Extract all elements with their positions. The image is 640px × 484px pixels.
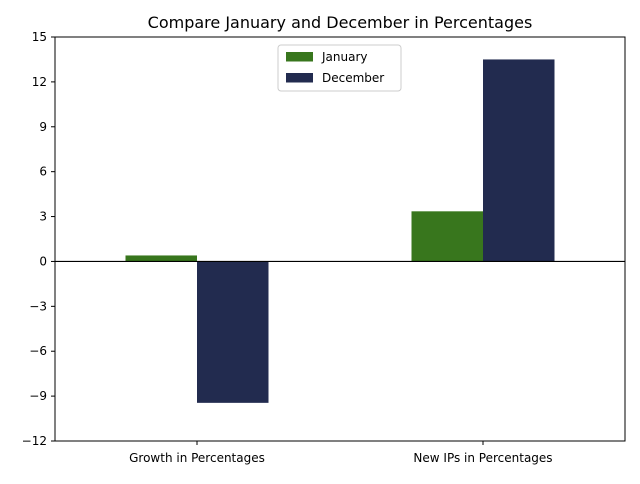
axis-layer: −12 −9 −6 −3 0 3 6 9 12 15 Growth in Percentages Ne…	[22, 30, 626, 465]
bar-december-2	[483, 59, 555, 262]
bar-january-2	[411, 211, 483, 262]
bars-layer	[125, 59, 555, 403]
y-tick-label: −3	[29, 299, 47, 313]
y-tick-label: 6	[39, 165, 47, 179]
legend-label-december: December	[322, 71, 384, 85]
y-tick-label: 3	[39, 210, 47, 224]
bar-december-1	[197, 261, 269, 403]
bar-january-1	[125, 255, 197, 262]
plot-frame	[54, 36, 626, 442]
legend-swatch-december	[286, 73, 313, 83]
y-tick-label: −6	[29, 344, 47, 358]
legend: January December	[277, 44, 402, 92]
y-tick-label: 15	[32, 30, 47, 44]
legend-label-january: January	[321, 50, 368, 64]
x-tick-label: Growth in Percentages	[129, 451, 265, 465]
legend-swatch-january	[286, 52, 313, 62]
chart-title: Compare January and December in Percenta…	[148, 13, 533, 32]
x-tick-label: New IPs in Percentages	[413, 451, 552, 465]
y-tick-label: 12	[32, 75, 47, 89]
y-tick-label: −12	[22, 434, 47, 448]
y-tick-label: 9	[39, 120, 47, 134]
y-tick-label: 0	[39, 254, 47, 268]
y-tick-label: −9	[29, 389, 47, 403]
